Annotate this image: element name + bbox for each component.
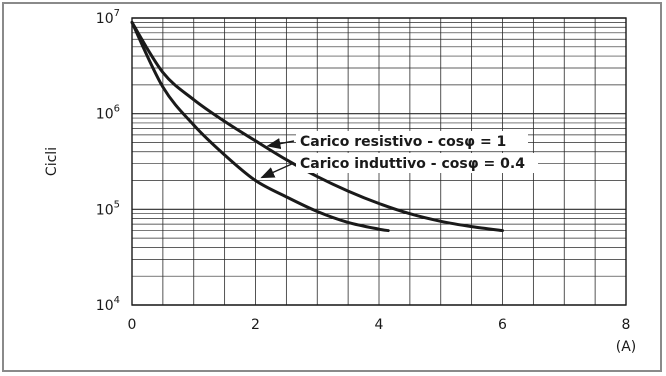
x-tick-label: 2: [251, 317, 260, 333]
annotation-arrow: [260, 162, 295, 179]
y-tick-label: 104: [96, 295, 120, 314]
series-group: [130, 20, 504, 233]
annotations: Carico resistivo - cosφ = 1 Carico indutt…: [260, 131, 538, 179]
annotation-arrow: [266, 138, 295, 150]
y-tick-label: 105: [96, 199, 120, 218]
y-tick-label: 107: [96, 8, 120, 27]
annotation-bg: [296, 131, 528, 151]
annotation-induttivo: Carico induttivo - cosφ = 0.4: [300, 156, 525, 172]
x-tick-label: 6: [498, 317, 507, 333]
series-line-induttivo: [130, 20, 390, 233]
x-tick-label: 4: [375, 317, 384, 333]
annotation-bg: [296, 153, 538, 173]
tick-labels: 0 2 4 6 8 104 105 106 107: [96, 8, 631, 333]
chart-svg: 0 2 4 6 8 104 105 106 107 Carico resistivo - cos…: [44, 8, 637, 355]
chart-frame: 0 2 4 6 8 104 105 106 107 Carico resistivo - cos…: [2, 2, 662, 372]
x-axis-unit: (A): [616, 339, 637, 355]
x-tick-label: 0: [128, 317, 137, 333]
axes: [131, 17, 627, 306]
y-axis-label: Cicli: [44, 147, 60, 176]
plot-border: [131, 17, 627, 306]
series-line-resistivo: [130, 20, 504, 233]
x-tick-label: 8: [622, 317, 631, 333]
y-tick-label: 106: [96, 104, 120, 123]
annotation-resistivo: Carico resistivo - cosφ = 1: [300, 134, 506, 150]
